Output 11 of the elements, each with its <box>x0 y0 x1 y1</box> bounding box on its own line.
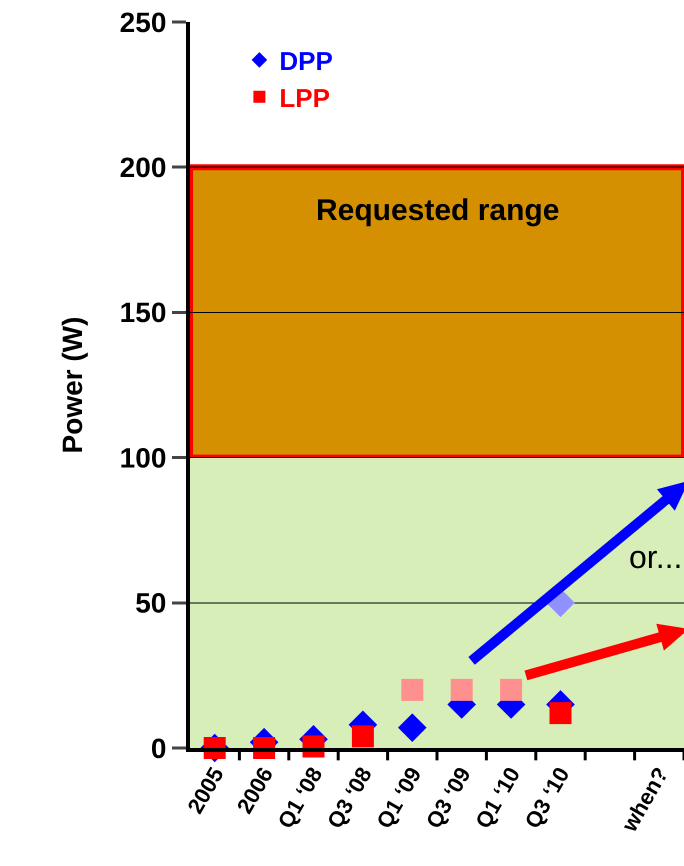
legend-label: LPP <box>279 82 330 113</box>
y-tick-label: 50 <box>135 588 166 619</box>
y-tick-label: 100 <box>120 442 166 474</box>
annotation: or... <box>629 539 682 575</box>
y-axis-title: Power (W) <box>56 316 88 454</box>
legend-label: DPP <box>279 46 333 76</box>
band-label: Requested range <box>316 194 560 227</box>
y-tick-label: 150 <box>120 297 166 328</box>
y-tick-label: 250 <box>120 6 166 38</box>
y-tick-label: 0 <box>150 732 166 764</box>
y-tick-label: 200 <box>120 152 166 183</box>
